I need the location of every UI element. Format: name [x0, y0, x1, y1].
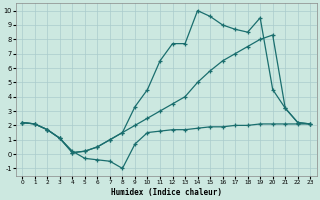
X-axis label: Humidex (Indice chaleur): Humidex (Indice chaleur): [111, 188, 222, 197]
